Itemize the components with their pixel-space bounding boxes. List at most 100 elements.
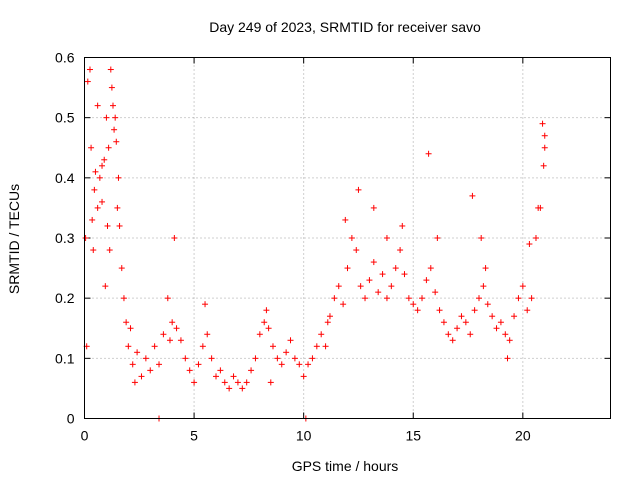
data-point <box>234 379 241 386</box>
data-point <box>112 114 119 121</box>
data-point <box>476 295 482 302</box>
data-point <box>414 307 421 314</box>
data-point <box>397 247 404 254</box>
data-point <box>177 337 184 344</box>
data-point <box>434 235 441 241</box>
data-point <box>82 235 89 241</box>
data-point <box>105 144 112 151</box>
data-point <box>213 373 219 380</box>
data-point <box>226 385 233 392</box>
data-point <box>84 78 91 85</box>
data-point <box>432 289 439 296</box>
data-point <box>342 216 349 223</box>
data-point <box>515 295 522 302</box>
data-point <box>344 265 351 272</box>
data-point <box>90 247 97 254</box>
data-point <box>99 162 106 169</box>
data-point <box>379 271 386 278</box>
data-point <box>173 325 180 332</box>
data-point <box>497 319 504 326</box>
data-point <box>357 283 364 290</box>
data-point <box>484 301 491 308</box>
data-point <box>127 325 134 332</box>
data-point <box>131 379 138 386</box>
data-point <box>106 247 113 254</box>
data-point <box>156 361 163 368</box>
data-point <box>94 204 101 211</box>
data-point <box>471 307 478 314</box>
data-point <box>186 367 193 374</box>
data-point <box>171 235 178 241</box>
data-point <box>296 361 303 368</box>
data-point <box>322 343 329 350</box>
data-point <box>519 283 526 290</box>
data-point <box>243 379 250 386</box>
data-point <box>335 283 342 290</box>
data-point <box>318 331 325 338</box>
data-point <box>92 168 99 175</box>
data-point <box>147 367 154 374</box>
data-point <box>370 204 377 211</box>
data-point <box>248 367 255 374</box>
data-point <box>182 355 189 362</box>
chart-title: Day 249 of 2023, SRMTID for receiver sav… <box>209 19 481 35</box>
data-point <box>138 373 145 380</box>
grid-lines <box>84 57 611 419</box>
x-tick-label: 5 <box>190 428 198 444</box>
data-point <box>535 204 542 211</box>
axis-ticks: 0 0.1 0.2 0.3 0.4 0.5 0.6 0 5 10 15 20 <box>55 50 611 444</box>
data-point <box>355 186 362 193</box>
data-point <box>326 313 333 320</box>
data-point <box>482 265 489 272</box>
data-point <box>230 373 237 380</box>
data-point <box>383 295 390 302</box>
data-point <box>388 283 395 290</box>
data-point <box>86 66 93 73</box>
y-tick-label: 0.3 <box>55 230 75 246</box>
data-point <box>103 114 110 121</box>
data-point <box>116 222 123 229</box>
data-point <box>423 277 430 284</box>
data-point <box>405 295 412 302</box>
data-point <box>425 150 432 157</box>
data-point <box>134 349 141 356</box>
data-point <box>151 343 158 350</box>
data-point <box>166 337 173 344</box>
y-tick-label: 0.1 <box>55 350 75 366</box>
x-axis-label: GPS time / hours <box>292 458 399 474</box>
data-point <box>265 325 272 332</box>
data-point <box>375 289 382 296</box>
data-point <box>410 301 417 308</box>
data-point <box>239 385 246 392</box>
y-tick-label: 0.5 <box>55 110 75 126</box>
x-tick-label: 10 <box>296 428 312 444</box>
data-point <box>399 222 406 229</box>
data-point <box>164 295 171 302</box>
data-point <box>445 331 452 338</box>
data-point <box>348 235 355 241</box>
data-point <box>91 186 98 193</box>
data-point <box>524 307 531 314</box>
data-point <box>309 355 316 362</box>
x-tick-label: 0 <box>81 428 89 444</box>
data-point <box>274 355 281 362</box>
data-point <box>191 379 198 386</box>
data-point <box>480 283 487 290</box>
y-tick-label: 0.2 <box>55 290 75 306</box>
data-point <box>96 174 103 181</box>
data-point <box>392 265 399 272</box>
data-point <box>489 313 496 320</box>
data-point <box>478 235 485 241</box>
x-tick-label: 15 <box>405 428 421 444</box>
data-point <box>252 355 259 362</box>
y-tick-label: 0 <box>67 411 75 427</box>
data-point <box>340 301 347 308</box>
data-point <box>261 319 268 326</box>
data-point <box>169 319 176 326</box>
data-point <box>204 331 211 338</box>
plot-frame <box>84 57 611 419</box>
data-point <box>89 216 96 223</box>
data-point <box>300 373 307 380</box>
data-point <box>108 84 115 91</box>
